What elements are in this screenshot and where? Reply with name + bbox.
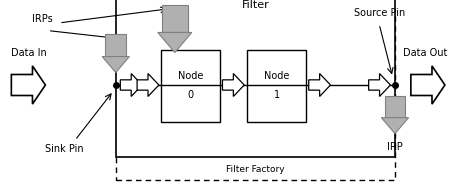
- Polygon shape: [102, 57, 129, 73]
- Text: Node: Node: [264, 71, 290, 81]
- Polygon shape: [158, 32, 192, 53]
- Text: Data In: Data In: [11, 48, 47, 57]
- Text: Filter Factory: Filter Factory: [226, 164, 285, 174]
- Text: 0: 0: [188, 91, 194, 100]
- Polygon shape: [162, 5, 188, 32]
- FancyBboxPatch shape: [116, 0, 395, 157]
- Polygon shape: [11, 66, 45, 104]
- Text: 1: 1: [274, 91, 280, 100]
- Polygon shape: [222, 74, 244, 96]
- Text: Filter: Filter: [242, 0, 269, 10]
- Polygon shape: [385, 96, 405, 118]
- Polygon shape: [309, 74, 331, 96]
- FancyBboxPatch shape: [247, 50, 306, 122]
- Text: Source Pin: Source Pin: [354, 8, 405, 18]
- Polygon shape: [137, 74, 159, 96]
- Text: IRP: IRP: [387, 142, 403, 152]
- Polygon shape: [120, 74, 142, 96]
- Polygon shape: [381, 118, 409, 134]
- Text: Sink Pin: Sink Pin: [45, 144, 84, 154]
- Text: Data Out: Data Out: [403, 48, 447, 57]
- Polygon shape: [105, 34, 126, 57]
- Polygon shape: [369, 74, 390, 96]
- FancyBboxPatch shape: [161, 50, 220, 122]
- Polygon shape: [411, 66, 445, 104]
- Text: IRPs: IRPs: [32, 14, 53, 24]
- Text: Node: Node: [178, 71, 203, 81]
